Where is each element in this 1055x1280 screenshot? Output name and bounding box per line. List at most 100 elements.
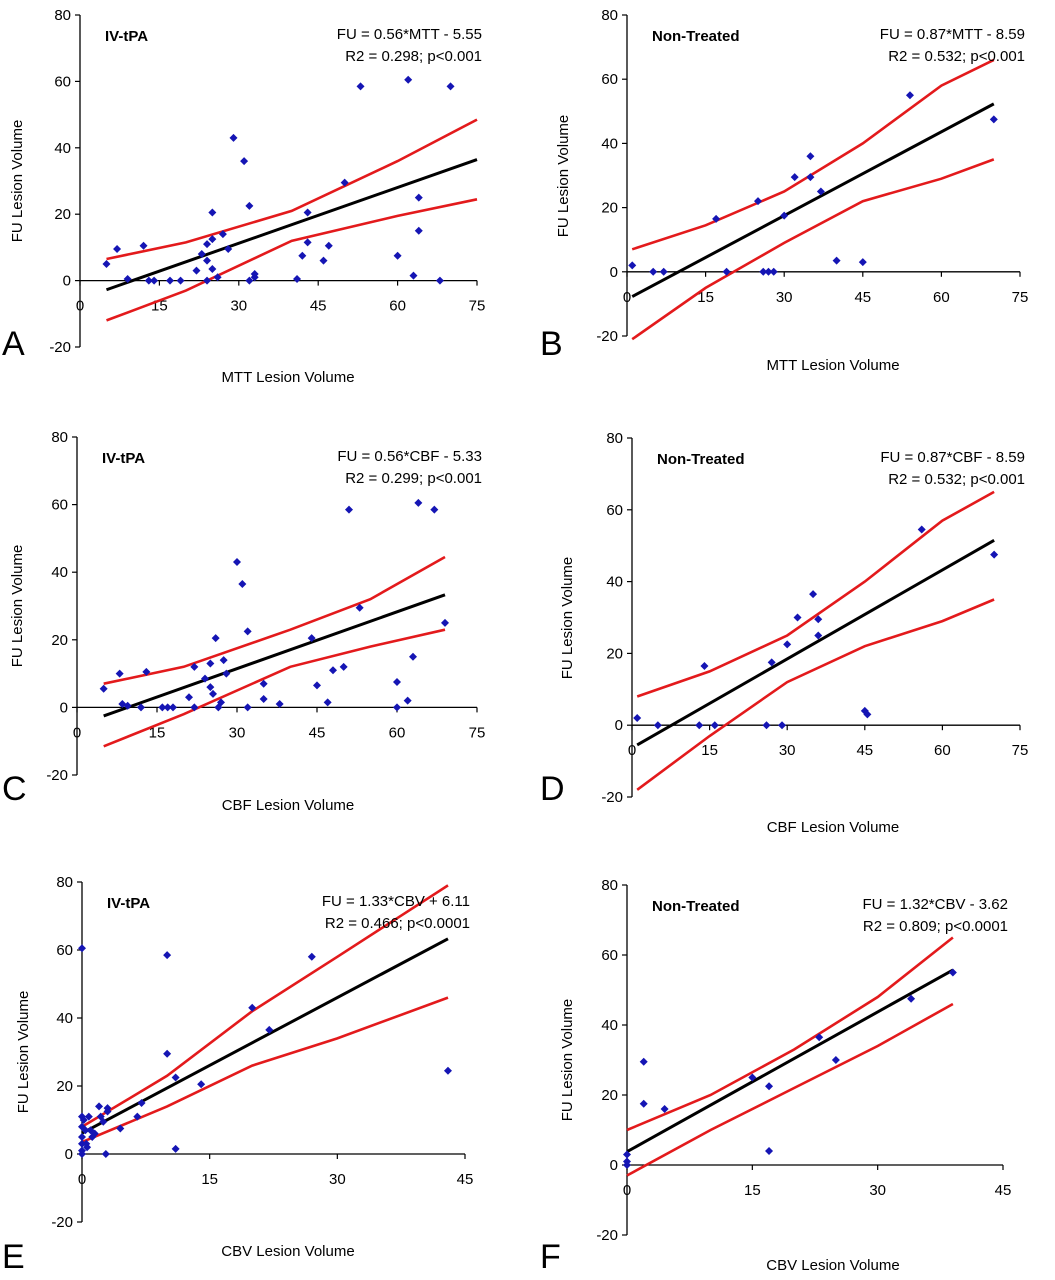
x-tick-label: 30 xyxy=(329,1171,346,1188)
x-tick-label: 60 xyxy=(933,289,950,306)
regression-equation: FU = 1.33*CBV + 6.11 xyxy=(322,893,470,910)
data-point xyxy=(639,1099,648,1108)
x-tick-label: 0 xyxy=(76,298,84,315)
data-point xyxy=(78,944,86,953)
data-point xyxy=(633,714,642,723)
regression-stats: R2 = 0.466; p<0.0001 xyxy=(325,915,470,932)
data-point xyxy=(133,1112,142,1121)
data-point xyxy=(123,274,132,283)
data-point xyxy=(78,1150,86,1158)
data-point xyxy=(171,1073,180,1082)
y-tick-label: 40 xyxy=(56,1010,73,1027)
data-point xyxy=(659,267,668,276)
panel-letter: E xyxy=(2,1238,25,1276)
data-point xyxy=(700,661,709,670)
y-tick-label: 80 xyxy=(601,877,618,894)
panel-d: -20 0 20 40 60 80 0 15 30 45 60 75 Non-Treated FU = 0… xyxy=(540,430,1028,836)
x-tick-label: 30 xyxy=(229,724,246,741)
data-point xyxy=(248,1003,257,1012)
data-point xyxy=(329,666,337,675)
regression-equation: FU = 0.56*CBF - 5.33 xyxy=(337,448,482,465)
y-tick-label: 80 xyxy=(56,874,73,891)
data-point xyxy=(356,82,365,91)
data-point xyxy=(409,652,417,661)
data-point xyxy=(102,260,111,268)
ci-lower-line xyxy=(106,198,478,322)
data-point xyxy=(339,662,348,671)
x-tick-label: 15 xyxy=(701,742,718,759)
regression-stats: R2 = 0.532; p<0.001 xyxy=(888,471,1025,488)
data-point xyxy=(907,994,916,1003)
data-point xyxy=(99,684,108,693)
data-point xyxy=(217,698,225,707)
y-axis-title: FU Lesion Volume xyxy=(559,557,576,680)
data-point xyxy=(815,1033,824,1042)
y-tick-label: 20 xyxy=(51,632,68,649)
data-point xyxy=(190,662,199,671)
ci-upper-line xyxy=(106,118,478,261)
x-tick-label: 30 xyxy=(779,742,796,759)
data-point xyxy=(778,721,787,730)
data-point xyxy=(712,214,721,223)
y-tick-label: 60 xyxy=(56,942,73,959)
regression-stats: R2 = 0.299; p<0.001 xyxy=(345,470,482,487)
y-tick-label: -20 xyxy=(596,1227,618,1244)
data-point xyxy=(649,267,658,276)
x-tick-label: 75 xyxy=(1012,742,1029,759)
x-axis-title: MTT Lesion Volume xyxy=(766,357,899,374)
group-label: IV-tPA xyxy=(105,28,148,45)
data-point xyxy=(762,721,771,730)
y-axis-title: FU Lesion Volume xyxy=(9,545,26,668)
y-tick-label: 20 xyxy=(54,206,71,223)
panel-letter: D xyxy=(540,770,565,808)
data-point xyxy=(115,669,124,678)
y-tick-label: 80 xyxy=(54,7,71,24)
x-tick-label: 75 xyxy=(469,298,486,315)
x-tick-label: 30 xyxy=(776,289,793,306)
panel-letter: A xyxy=(2,325,25,363)
y-tick-label: 40 xyxy=(601,1017,618,1034)
data-point xyxy=(313,681,321,690)
x-tick-label: 0 xyxy=(73,724,81,741)
x-tick-label: 0 xyxy=(623,289,631,306)
y-tick-label: 80 xyxy=(51,429,68,446)
y-tick-label: -20 xyxy=(46,767,68,784)
regression-line xyxy=(105,158,478,292)
x-tick-label: 60 xyxy=(389,298,406,315)
data-point xyxy=(218,230,227,239)
data-point xyxy=(190,703,199,712)
data-point xyxy=(208,264,217,273)
group-label: Non-Treated xyxy=(657,451,745,468)
y-tick-label: 60 xyxy=(606,502,623,519)
ci-upper-line xyxy=(631,58,995,251)
panel-c: -20 0 20 40 60 80 0 15 30 45 60 75 IV-tPA FU = 0.56*C… xyxy=(2,429,485,814)
regression-equation: FU = 0.87*MTT - 8.59 xyxy=(880,26,1025,43)
ci-lower-line xyxy=(626,1002,954,1177)
panel-letter: B xyxy=(540,325,563,363)
data-point xyxy=(84,1112,93,1121)
data-point xyxy=(832,256,841,265)
data-point xyxy=(83,1143,92,1152)
data-point xyxy=(123,701,132,710)
x-axis-title: MTT Lesion Volume xyxy=(221,369,354,386)
data-point xyxy=(948,968,957,977)
y-tick-label: 40 xyxy=(606,574,623,591)
data-point xyxy=(116,1124,125,1133)
data-point xyxy=(345,505,353,514)
data-point xyxy=(393,251,402,260)
data-point xyxy=(780,211,789,220)
data-point xyxy=(224,245,233,254)
data-point xyxy=(81,1126,90,1135)
x-tick-label: 45 xyxy=(457,1171,474,1188)
x-tick-label: 0 xyxy=(623,1182,631,1199)
data-point xyxy=(639,1057,648,1066)
data-point xyxy=(989,115,998,124)
x-tick-label: 60 xyxy=(934,742,951,759)
data-point xyxy=(99,1117,108,1126)
ci-lower-line xyxy=(81,996,449,1144)
data-point xyxy=(414,498,423,507)
data-point xyxy=(139,241,148,250)
y-axis-title: FU Lesion Volume xyxy=(15,991,32,1114)
data-point xyxy=(790,173,799,182)
x-tick-label: 15 xyxy=(201,1171,218,1188)
